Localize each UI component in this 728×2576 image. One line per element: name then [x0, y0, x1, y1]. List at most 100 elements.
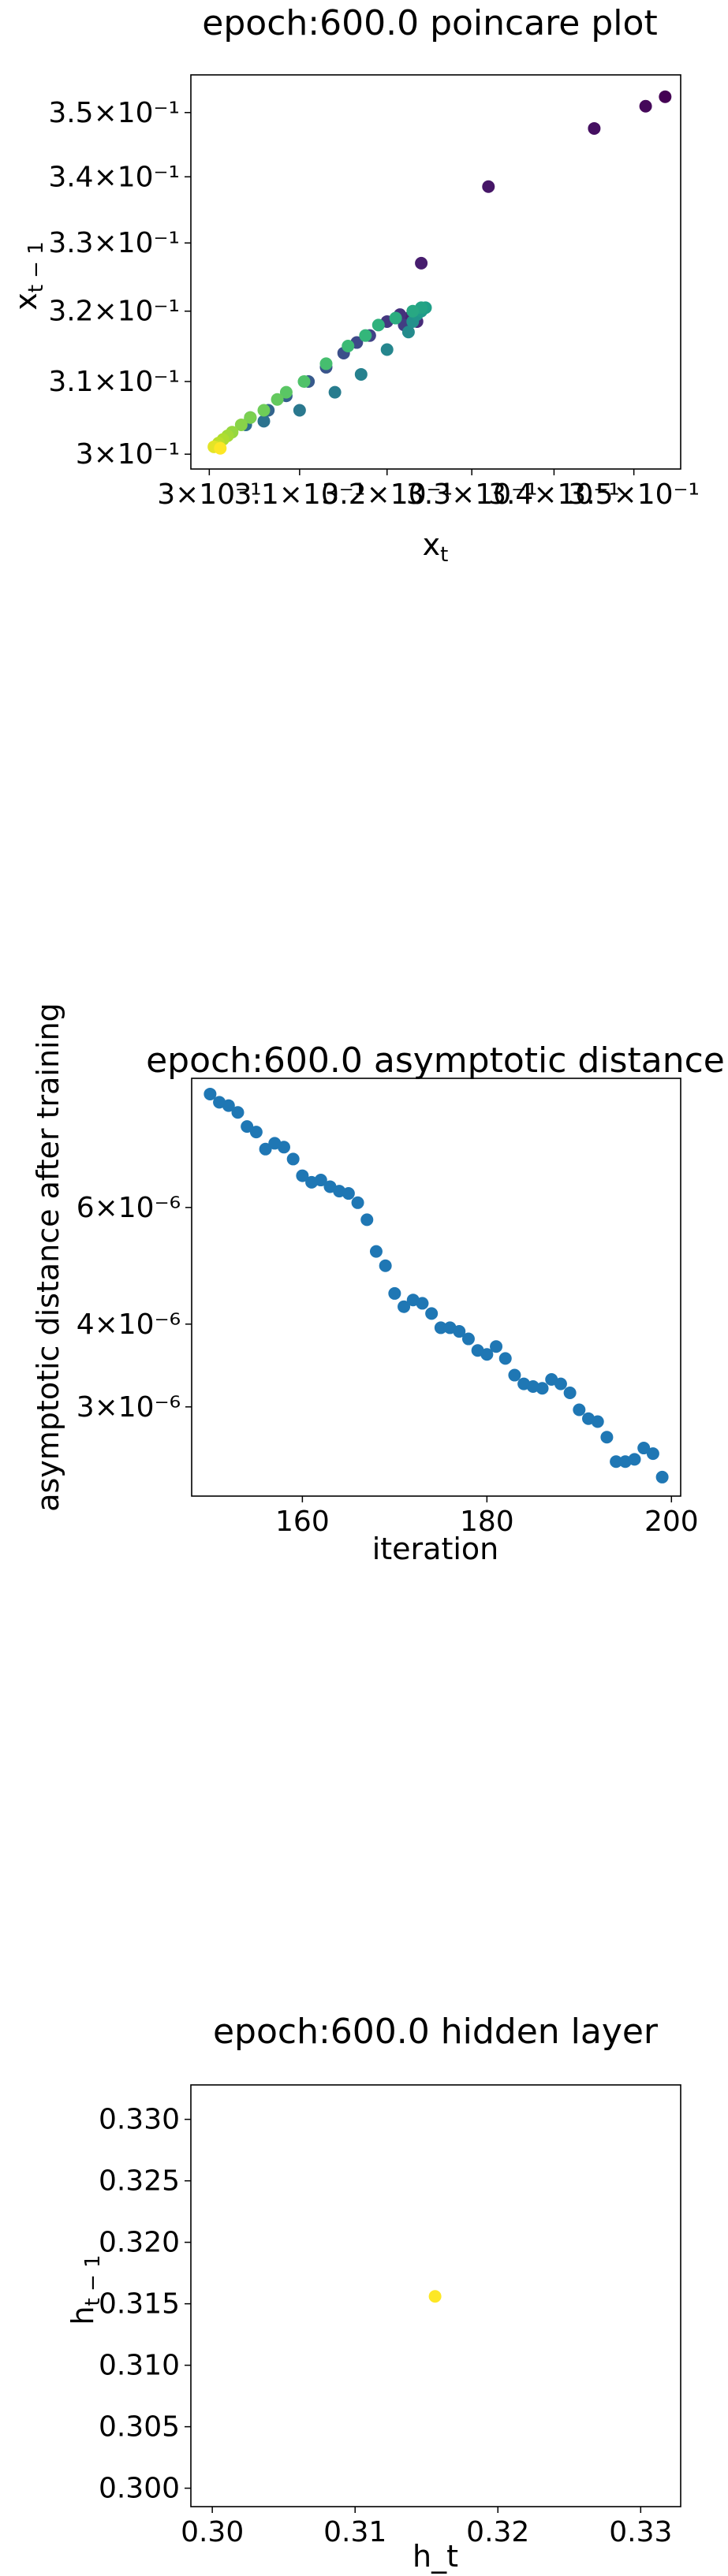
data-point	[214, 441, 227, 455]
data-point	[591, 1415, 604, 1428]
x-tick-label: 3.2×10⁻¹	[321, 478, 453, 511]
x-axis-label: h_t	[413, 2539, 458, 2574]
data-point	[554, 1377, 567, 1390]
data-point	[296, 1169, 309, 1182]
data-point	[257, 404, 271, 417]
hidden-layer-plot: epoch:600.0 hidden layer 0.30 0.31 0.32 0.3…	[65, 2012, 681, 2574]
y-ticks: 3×10⁻⁶ 4×10⁻⁶ 6×10⁻⁶	[77, 1192, 192, 1424]
plot-frame	[190, 2084, 681, 2507]
data-point	[297, 375, 311, 389]
poincare-plot: epoch:600.0 poincare plot 3×10⁻¹3.1×10⁻¹…	[9, 3, 700, 567]
y-tick-label: 0.320	[99, 2227, 180, 2259]
data-point	[241, 1120, 254, 1134]
data-point	[342, 1187, 355, 1201]
x-axis-label-subscript: t	[440, 543, 448, 567]
data-point	[359, 329, 372, 342]
data-point	[480, 1348, 494, 1361]
data-point	[637, 1442, 651, 1455]
data-point	[434, 1321, 447, 1335]
x-tick-label: 3.3×10⁻¹	[406, 478, 538, 511]
data-point	[222, 1099, 235, 1112]
data-point	[398, 1300, 411, 1313]
x-tick-label: 0.33	[609, 2516, 672, 2548]
x-tick-label: 0.32	[466, 2516, 529, 2548]
data-point	[425, 1307, 439, 1320]
x-axis-label: iteration	[372, 1532, 499, 1566]
y-axis-label: asymptotic distance after training	[31, 1003, 65, 1512]
data-point	[379, 1259, 392, 1272]
data-point	[342, 340, 355, 353]
data-point	[482, 180, 495, 193]
x-tick-label: 0.30	[181, 2516, 244, 2548]
data-point	[328, 385, 342, 399]
data-point	[490, 1340, 503, 1353]
x-tick-label: 3.1×10⁻¹	[234, 478, 366, 511]
x-tick-label: 0.31	[323, 2516, 386, 2548]
y-axis-label-subscript: t − 1	[24, 241, 48, 292]
y-ticks: 0.300 0.305 0.310 0.315 0.320 0.325 0.330	[99, 2104, 191, 2505]
data-point	[639, 99, 652, 113]
data-point	[279, 385, 293, 399]
y-tick-label: 3×10⁻¹	[76, 438, 180, 471]
data-point	[389, 311, 402, 325]
data-point	[257, 415, 271, 428]
x-ticks: 0.30 0.31 0.32 0.33	[181, 2507, 672, 2548]
plot-frame	[190, 74, 681, 470]
data-point	[610, 1455, 623, 1469]
data-point	[371, 318, 385, 332]
y-tick-label: 0.305	[99, 2411, 180, 2444]
data-point	[573, 1403, 586, 1416]
data-point	[286, 1152, 300, 1166]
data-point	[203, 1087, 217, 1100]
y-tick-label: 3.3×10⁻¹	[48, 227, 180, 259]
x-ticks: 3×10⁻¹3.1×10⁻¹3.2×10⁻¹3.3×10⁻¹3.4×10⁻¹3.…	[157, 469, 700, 511]
data-point	[600, 1431, 614, 1444]
y-tick-label: 3.2×10⁻¹	[48, 296, 180, 328]
y-tick-label: 4×10⁻⁶	[77, 1308, 181, 1341]
data-point	[380, 343, 394, 356]
data-point	[354, 367, 368, 381]
data-point	[271, 393, 284, 406]
x-ticks: 160 180 200	[275, 1496, 699, 1538]
y-tick-label: 0.300	[99, 2473, 180, 2505]
x-tick-label: 160	[275, 1506, 330, 1538]
data-point	[244, 411, 257, 424]
data-point	[360, 1213, 374, 1227]
data-point	[319, 357, 333, 370]
data-point	[234, 418, 248, 431]
data-point	[231, 1106, 245, 1119]
y-tick-label: 0.310	[99, 2350, 180, 2382]
data-point	[453, 1325, 466, 1338]
asymptotic-distance-plot: epoch:600.0 asymptotic distance 160 180 20…	[31, 1003, 725, 1566]
data-point	[259, 1142, 272, 1156]
data-points	[203, 1087, 669, 1483]
x-tick-label: 3.4×10⁻¹	[488, 478, 620, 511]
data-points	[428, 2290, 442, 2303]
x-tick-label: 180	[460, 1506, 514, 1538]
data-point	[461, 1332, 475, 1346]
chart-title: epoch:600.0 asymptotic distance	[146, 1040, 725, 1081]
y-tick-label: 0.325	[99, 2165, 180, 2198]
data-point	[659, 90, 672, 103]
x-tick-label: 200	[644, 1506, 699, 1538]
x-tick-label: 3.5×10⁻¹	[568, 478, 700, 511]
y-tick-label: 0.315	[99, 2288, 180, 2321]
data-point	[406, 304, 420, 318]
data-point	[415, 256, 428, 270]
data-points	[207, 90, 672, 455]
data-point	[563, 1387, 577, 1400]
y-tick-label: 3.1×10⁻¹	[48, 366, 180, 398]
y-axis-label-subscript: t − 1	[81, 2254, 105, 2306]
x-tick-label: 3×10⁻¹	[157, 478, 261, 511]
data-point	[293, 404, 306, 417]
y-tick-label: 3.5×10⁻¹	[48, 97, 180, 129]
chart-title: epoch:600.0 poincare plot	[202, 3, 657, 43]
y-ticks: 3×10⁻¹ 3.1×10⁻¹ 3.2×10⁻¹ 3.3×10⁻¹ 3.4×10⁻¹ 3.…	[48, 97, 191, 471]
y-tick-label: 6×10⁻⁶	[77, 1192, 181, 1224]
data-point	[388, 1286, 401, 1300]
data-point	[628, 1453, 641, 1466]
plot-frame	[191, 1078, 681, 1497]
data-point	[508, 1368, 521, 1382]
data-point	[277, 1141, 290, 1154]
